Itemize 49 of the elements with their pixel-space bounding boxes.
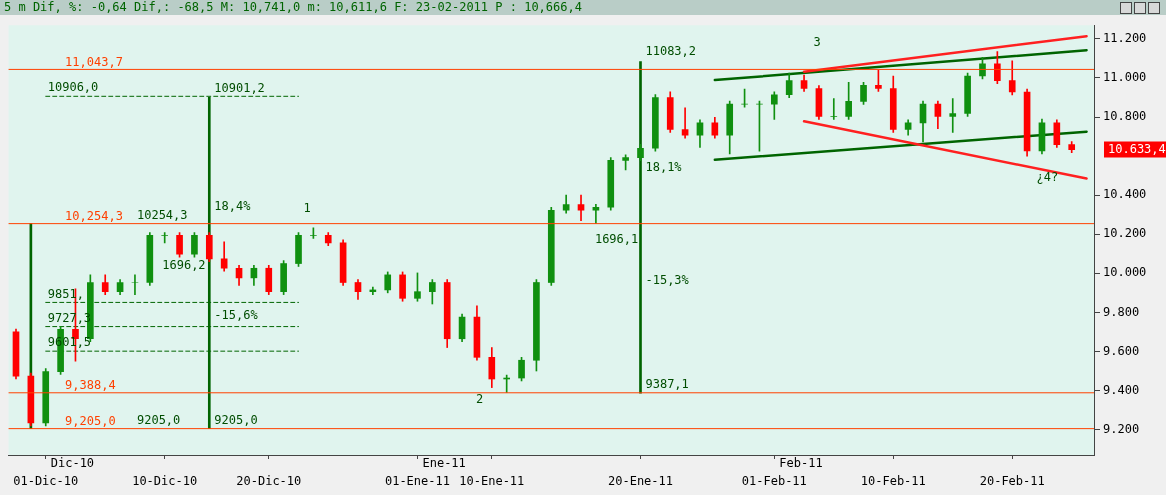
bar bbox=[639, 61, 642, 394]
y-tick-label: 10.800 bbox=[1103, 109, 1147, 124]
text: 10.633,4 bbox=[1108, 141, 1166, 156]
candlestick bbox=[830, 98, 838, 120]
y-tick-label: 10.000 bbox=[1103, 265, 1147, 280]
annotation: 11083,2 bbox=[645, 44, 697, 59]
annotation: 10906,0 bbox=[47, 80, 99, 95]
annotation: 10254,3 bbox=[136, 207, 188, 222]
candlestick bbox=[161, 232, 169, 244]
annotation: 1 bbox=[303, 200, 311, 215]
candlestick bbox=[131, 274, 139, 295]
text: Feb-11 bbox=[779, 456, 823, 471]
ref-line-label: 11,043,7 bbox=[65, 54, 123, 69]
annotation: ¿4? bbox=[1036, 169, 1059, 184]
annotation: 2 bbox=[475, 392, 484, 407]
x-tick-label: 10-Dic-10 bbox=[132, 474, 198, 489]
y-tick-label: 9.200 bbox=[1103, 421, 1140, 436]
x-tick-label: 01-Dic-10 bbox=[13, 474, 79, 489]
annotation: 9205,0 bbox=[214, 412, 258, 427]
annotation: 9387,1 bbox=[645, 377, 689, 392]
y-tick-label: 11.200 bbox=[1103, 31, 1147, 45]
y-tick-label: 9.400 bbox=[1103, 382, 1140, 397]
ref-line-label: 9,205,0 bbox=[65, 413, 116, 428]
annotation: -15,3% bbox=[645, 273, 690, 288]
y-tick-label: 10.400 bbox=[1103, 187, 1147, 202]
x-tick-label: 20-Ene-11 bbox=[607, 474, 674, 489]
x-tick-label: 01-Ene-11 bbox=[384, 474, 450, 489]
ref-line-label: 10,254,3 bbox=[65, 208, 123, 223]
x-tick-label: 20-Dic-10 bbox=[236, 474, 302, 489]
annotation: 18,4% bbox=[214, 198, 252, 213]
annotation: 1696,1 bbox=[594, 232, 639, 247]
x-tick-label: 01-Feb-11 bbox=[741, 474, 807, 489]
annotation: 1696,2 bbox=[162, 258, 206, 273]
text: Dic-10 bbox=[50, 456, 95, 471]
annotation: -15,6% bbox=[214, 308, 259, 323]
x-tick-label: 10-Ene-11 bbox=[459, 474, 525, 489]
y-tick-label: 11.000 bbox=[1103, 70, 1147, 85]
y-tick-label: 10.200 bbox=[1103, 226, 1147, 241]
y-tick-label: 9.800 bbox=[1103, 304, 1140, 319]
y-tick-label: 9.600 bbox=[1103, 343, 1140, 358]
x-tick-label: 10-Feb-11 bbox=[860, 474, 926, 489]
ref-line-label: 9,388,4 bbox=[65, 377, 116, 392]
annotation: 3 bbox=[813, 34, 821, 49]
text: Ene-11 bbox=[422, 456, 466, 471]
annotation: 10901,2 bbox=[214, 81, 265, 96]
annotation: 18,1% bbox=[645, 159, 683, 174]
x-tick-label: 20-Feb-11 bbox=[979, 474, 1045, 489]
annotation: 9205,0 bbox=[136, 412, 181, 427]
chart-title: 5 m Dif, %: -0,64 Dif,: -68,5 M: 10,741,0 m: 10,611,6 F: 23-02-2011 P : 10,666,4 bbox=[4, 0, 582, 14]
